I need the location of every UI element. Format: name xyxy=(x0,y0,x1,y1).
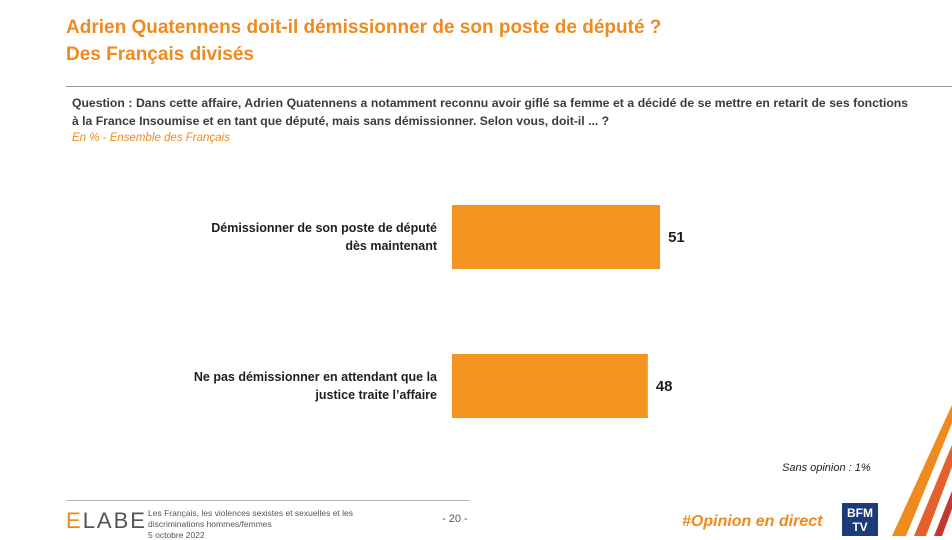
category-label-1-line-1: Démissionner de son poste de député xyxy=(211,221,437,235)
footer-divider xyxy=(66,500,470,501)
category-label-1-line-2: dès maintenant xyxy=(345,239,438,253)
hashtag-text: #Opinion en direct xyxy=(682,513,823,530)
page-number: - 20 - xyxy=(442,513,468,525)
question-text: Question : Dans cette affaire, Adrien Qu… xyxy=(72,96,908,128)
chart-title: Adrien Quatennens doit-il démissionner d… xyxy=(66,17,662,38)
category-label-2-line-2: justice traite l’affaire xyxy=(314,388,437,402)
bar-value-label-1: 51 xyxy=(668,229,685,246)
bar-chart: 51 Démissionner de son poste de député dès… xyxy=(194,205,685,418)
footer-date: 5 octobre 2022 xyxy=(148,530,205,540)
elabe-logo: ELABE xyxy=(66,508,147,533)
bar-1 xyxy=(452,205,661,269)
decorative-stripes xyxy=(892,405,952,536)
bar-value-label-2: 48 xyxy=(656,378,673,395)
base-note: En % - Ensemble des Français xyxy=(72,132,230,144)
bar-2 xyxy=(452,354,648,418)
bfm-logo: BFM TV xyxy=(842,503,878,536)
no-opinion-note: Sans opinion : 1% xyxy=(782,462,871,474)
header-divider xyxy=(66,86,952,87)
category-label-2-line-1: Ne pas démissionner en attendant que la xyxy=(194,370,438,384)
chart-subtitle: Des Français divisés xyxy=(66,44,254,65)
footer-description: Les Français, les violences sexistes et … xyxy=(148,508,354,529)
